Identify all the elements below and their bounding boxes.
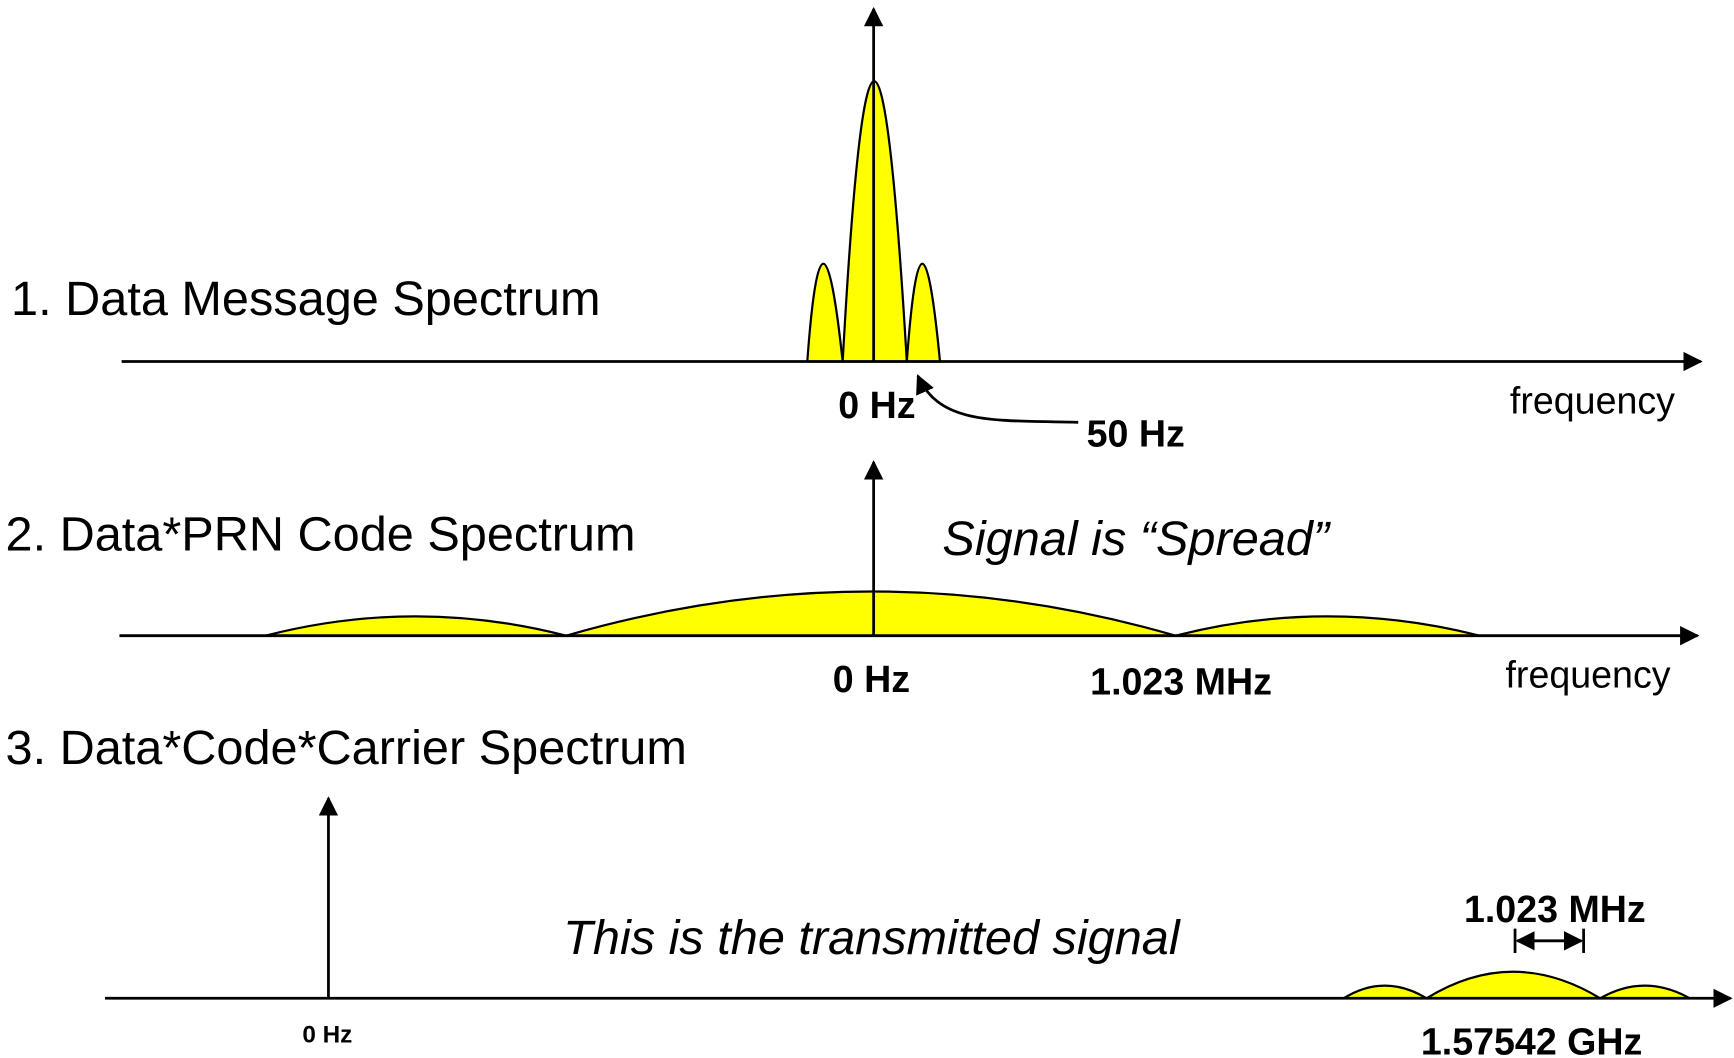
side-lobe xyxy=(1596,984,1695,1000)
label: 0 Hz xyxy=(833,658,910,700)
label: 1.023 MHz xyxy=(1464,888,1646,930)
side-lobe xyxy=(806,262,844,363)
side-lobe xyxy=(905,262,942,363)
note: Signal is “Spread” xyxy=(942,512,1330,566)
label: 0 Hz xyxy=(302,1022,352,1049)
label: 50 Hz xyxy=(1087,413,1185,455)
side-lobe xyxy=(1175,615,1480,637)
label: 1.023 MHz xyxy=(1090,660,1272,702)
axis-label: frequency xyxy=(1505,654,1670,696)
panel-2: 2. Data*PRN Code Spectrum Signal is “Spr… xyxy=(6,460,1700,702)
axis-label: frequency xyxy=(1510,379,1675,421)
main-lobe xyxy=(1422,970,1605,1000)
label: 0 Hz xyxy=(838,384,915,426)
label: 1.57542 GHz xyxy=(1421,1021,1642,1058)
panel-title: 1. Data Message Spectrum xyxy=(11,272,600,326)
panel-title: 3. Data*Code*Carrier Spectrum xyxy=(6,721,687,775)
pointer-arrow xyxy=(916,374,1079,424)
main-lobe xyxy=(565,590,1176,637)
side-lobe xyxy=(265,615,567,637)
panel-3: 3. Data*Code*Carrier Spectrum This is th… xyxy=(6,721,1733,1058)
panel-1: 1. Data Message Spectrum 0 Hz 50 Hz freq… xyxy=(11,6,1703,455)
side-lobe xyxy=(1339,984,1431,1000)
panel-title: 2. Data*PRN Code Spectrum xyxy=(6,508,636,562)
note: This is the transmitted signal xyxy=(563,911,1181,965)
